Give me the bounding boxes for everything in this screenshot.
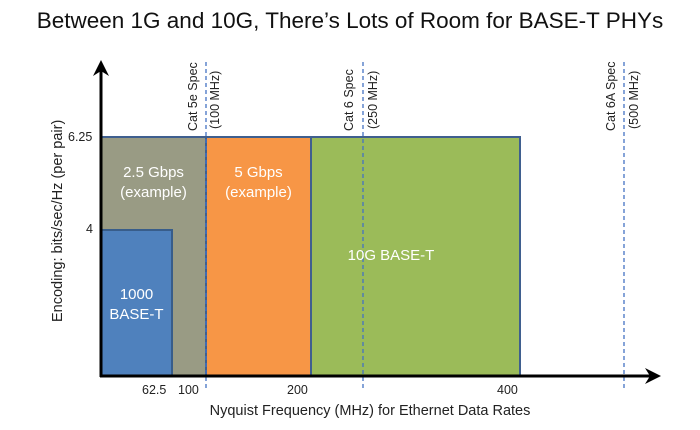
label-2-5-gbps: 2.5 Gbps (example) xyxy=(101,163,206,203)
cat5e-freq-label: (100 MHz) xyxy=(208,70,222,129)
label-5-gbps: 5 Gbps (example) xyxy=(206,163,311,203)
x-tick-400: 400 xyxy=(497,383,518,397)
x-axis-arrow-icon xyxy=(645,368,661,384)
label-10g-base-t: 10G BASE-T xyxy=(311,246,471,266)
label-line: (example) xyxy=(120,184,187,201)
label-line: 10G BASE-T xyxy=(347,247,435,264)
label-line: 2.5 Gbps xyxy=(123,164,184,181)
box-10g-base-t xyxy=(310,136,521,377)
y-tick-4: 4 xyxy=(86,222,93,236)
box-5-gbps xyxy=(205,136,312,377)
x-tick-200: 200 xyxy=(287,383,308,397)
cat5e-spec-label: Cat 5e Spec xyxy=(186,62,200,131)
cat6a-freq-label: (500 MHz) xyxy=(627,70,641,129)
label-line: 1000 xyxy=(119,286,154,303)
y-tick-6-25: 6.25 xyxy=(68,130,93,144)
label-line: BASE-T xyxy=(109,306,164,323)
x-tick-100: 100 xyxy=(178,383,199,397)
label-line: (example) xyxy=(225,184,292,201)
label-1000-base-t: 1000 BASE-T xyxy=(101,285,172,325)
x-axis-label: Nyquist Frequency (MHz) for Ethernet Dat… xyxy=(209,403,531,419)
x-tick-62-5: 62.5 xyxy=(142,383,167,397)
cat6a-spec-label: Cat 6A Spec xyxy=(604,61,618,132)
y-axis-label: Encoding: bits/sec/Hz (per pair) xyxy=(50,119,66,322)
chart-title: Between 1G and 10G, There’s Lots of Room… xyxy=(36,8,664,33)
cat6-freq-label: (250 MHz) xyxy=(366,70,380,129)
cat6-spec-label: Cat 6 Spec xyxy=(342,69,356,131)
label-line: 5 Gbps xyxy=(234,164,283,181)
y-axis-arrow-icon xyxy=(93,60,109,76)
